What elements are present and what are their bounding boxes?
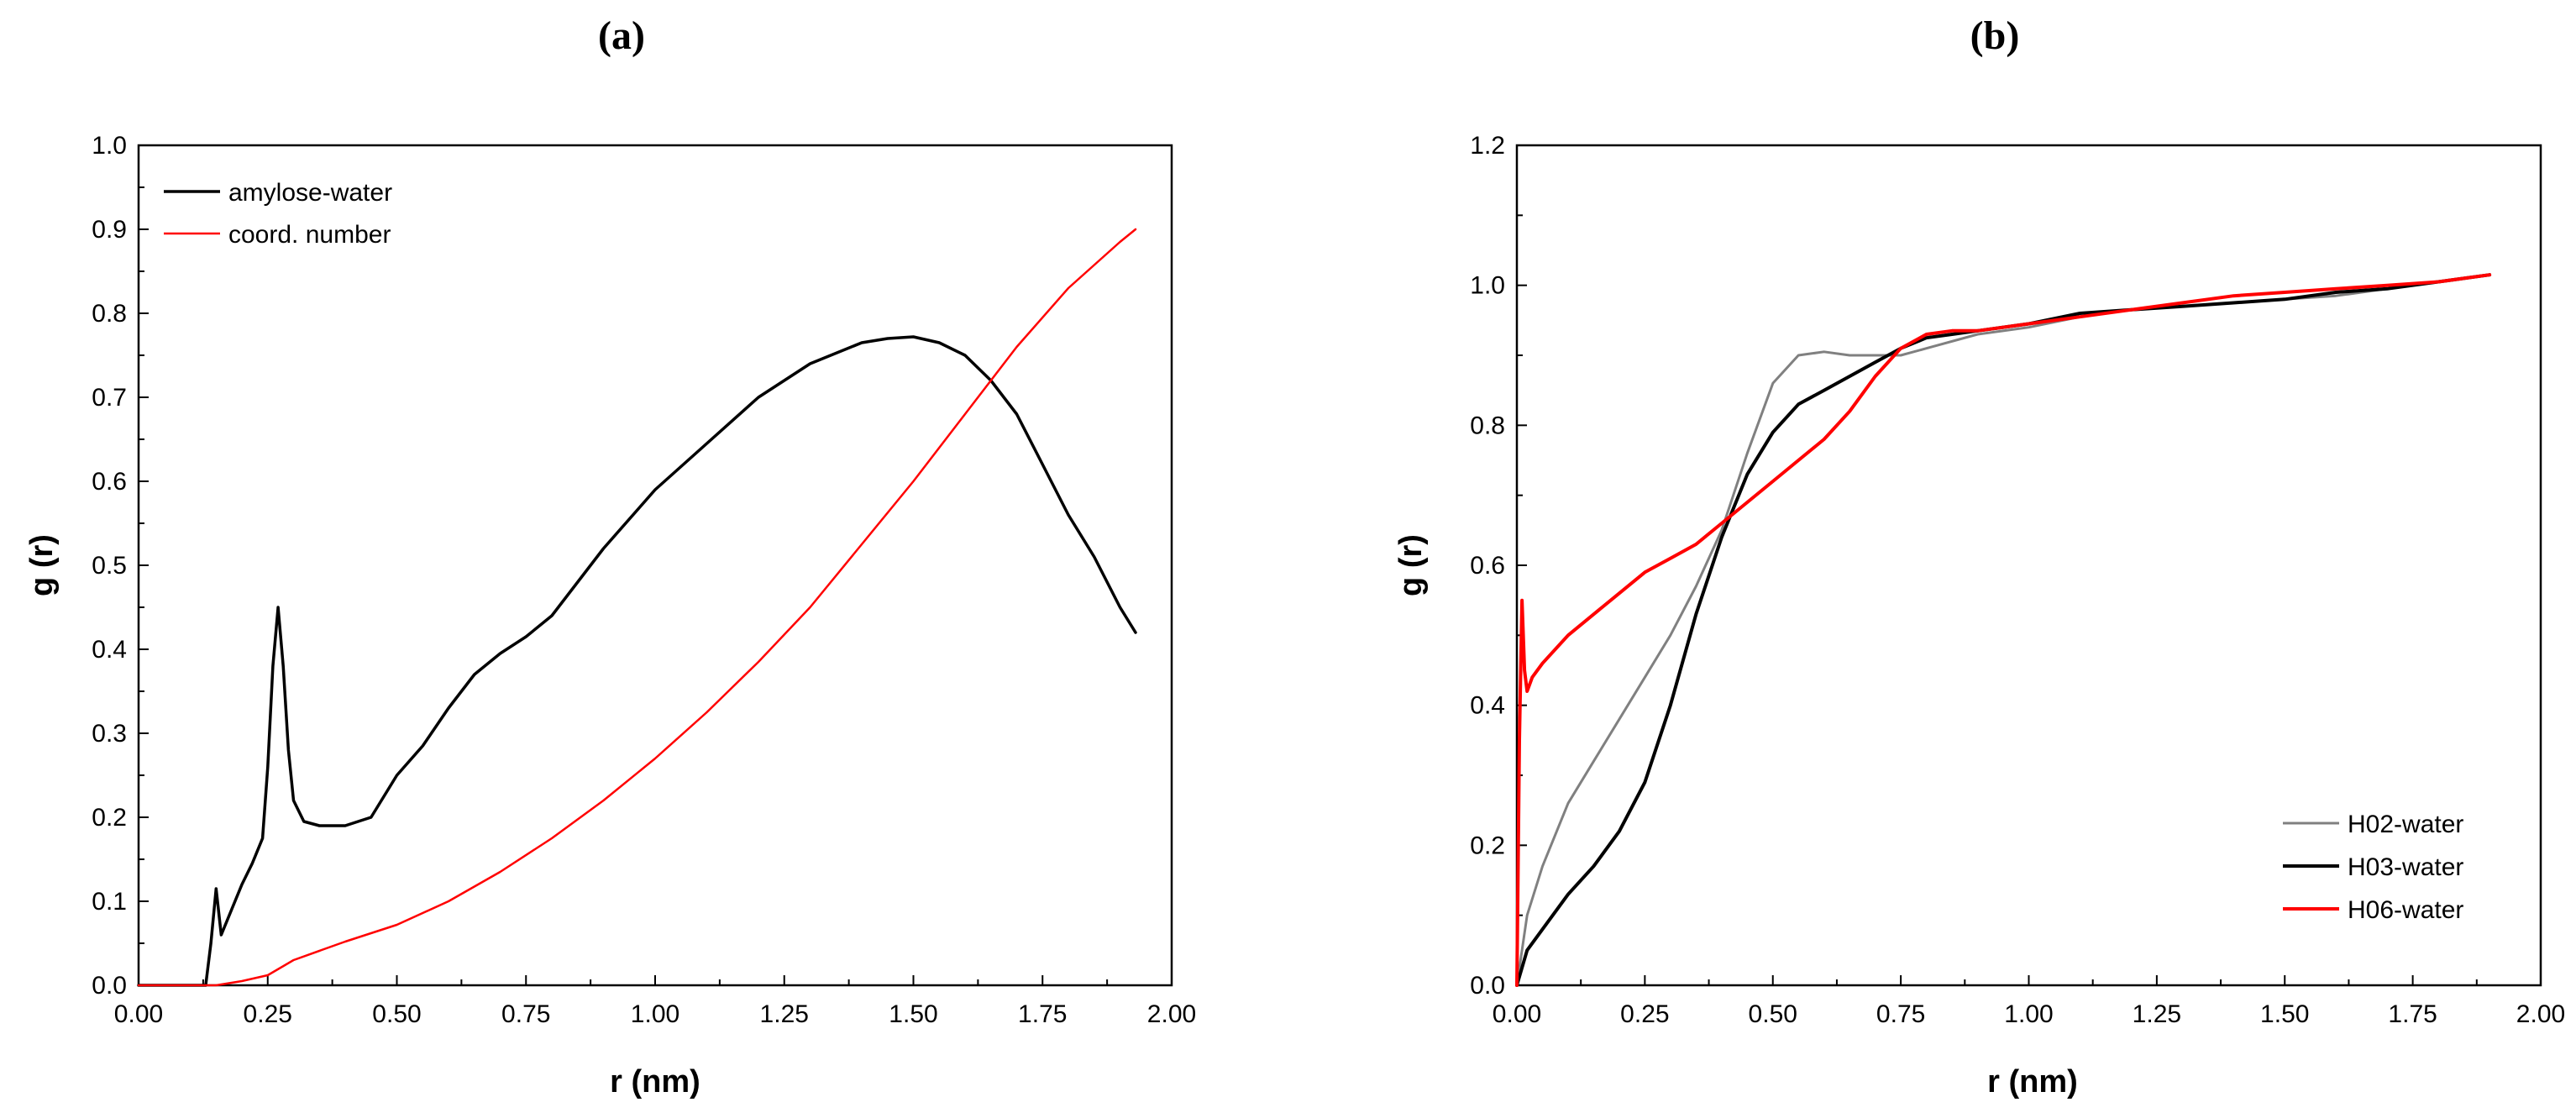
legend-label-coord-number: coord. number: [228, 221, 391, 249]
plot-frame-a: [137, 144, 1173, 987]
x-tick-label: 0.00: [114, 1000, 163, 1028]
series-line-amylose-water: [137, 335, 1137, 987]
panel-label-a: (a): [598, 13, 645, 58]
x-tick-label: 1.75: [2388, 1000, 2437, 1028]
x-tick-label: 2.00: [1147, 1000, 1196, 1028]
x-axis-ticks-b: 0.00 0.25 0.50 0.75 1.00 1.25 1.50 1.75 2.00: [1493, 975, 2565, 1028]
legend-a: amylose-water coord. number: [164, 179, 392, 249]
y-tick-label: 1.2: [1470, 132, 1505, 160]
chart-panel-a: (a) r (nm) g (r) 0.00 0.25 0.50 0.75 1.00 1.2…: [24, 13, 1196, 1100]
y-axis-title-b: g (r): [1393, 534, 1429, 596]
y-axis-title-a: g (r): [24, 534, 60, 596]
series-group-a: [137, 228, 1137, 987]
series-line-h03-water: [1515, 273, 2492, 987]
y-tick-label: 0.0: [1470, 972, 1505, 1000]
y-axis-ticks-b: 0.0 0.2 0.4 0.6 0.8 1.0 1.2: [1470, 132, 1527, 1000]
x-axis-title-a: r (nm): [610, 1064, 700, 1100]
x-tick-label: 0.50: [372, 1000, 421, 1028]
x-tick-label: 0.50: [1749, 1000, 1797, 1028]
series-line-h06-water: [1515, 273, 2492, 987]
chart-panel-b: (b) r (nm) g (r) 0.00 0.25 0.50 0.75 1.00 1.2…: [1393, 13, 2565, 1100]
y-tick-label: 0.7: [92, 384, 127, 412]
legend-label-amylose-water: amylose-water: [228, 179, 392, 207]
y-tick-label: 0.4: [1470, 692, 1505, 720]
x-tick-label: 1.50: [2260, 1000, 2309, 1028]
y-tick-label: 0.4: [92, 636, 127, 664]
x-tick-label: 1.00: [631, 1000, 679, 1028]
legend-label-h02-water: H02-water: [2348, 811, 2463, 838]
y-tick-label: 0.9: [92, 216, 127, 244]
legend-b: H02-water H03-water H06-water: [2283, 811, 2463, 924]
x-tick-label: 1.25: [760, 1000, 809, 1028]
x-tick-label: 1.25: [2133, 1000, 2181, 1028]
y-tick-label: 0.0: [92, 972, 127, 1000]
y-tick-label: 0.2: [92, 804, 127, 832]
y-axis-ticks-a: 0.0 0.1 0.2 0.3 0.4 0.5 0.6 0.7 0.8 0.9 1.0: [92, 132, 149, 1000]
y-tick-label: 0.8: [92, 300, 127, 328]
x-tick-label: 1.50: [889, 1000, 937, 1028]
x-tick-label: 2.00: [2516, 1000, 2565, 1028]
x-tick-label: 1.75: [1018, 1000, 1067, 1028]
x-axis-title-b: r (nm): [1987, 1064, 2078, 1100]
y-tick-label: 0.5: [92, 552, 127, 580]
x-tick-label: 0.25: [244, 1000, 292, 1028]
y-tick-label: 0.6: [1470, 552, 1505, 580]
y-tick-label: 0.3: [92, 720, 127, 748]
y-tick-label: 0.6: [92, 468, 127, 496]
panel-label-b: (b): [1970, 13, 2020, 58]
series-group-b: [1515, 273, 2492, 987]
x-tick-label: 0.75: [501, 1000, 550, 1028]
y-tick-label: 0.8: [1470, 412, 1505, 439]
y-tick-label: 1.0: [1470, 272, 1505, 300]
x-tick-label: 0.00: [1493, 1000, 1541, 1028]
x-tick-label: 0.25: [1620, 1000, 1669, 1028]
series-line-h02-water: [1515, 273, 2491, 987]
series-line-coord-number: [137, 228, 1137, 987]
legend-label-h03-water: H03-water: [2348, 853, 2463, 881]
y-tick-label: 1.0: [92, 132, 127, 160]
x-axis-ticks-a: 0.00 0.25 0.50 0.75 1.00 1.25 1.50 1.75 2.00: [114, 975, 1196, 1028]
x-tick-label: 1.00: [2004, 1000, 2053, 1028]
x-tick-label: 0.75: [1876, 1000, 1925, 1028]
y-tick-label: 0.2: [1470, 832, 1505, 859]
legend-label-h06-water: H06-water: [2348, 896, 2463, 924]
y-tick-label: 0.1: [92, 888, 127, 916]
